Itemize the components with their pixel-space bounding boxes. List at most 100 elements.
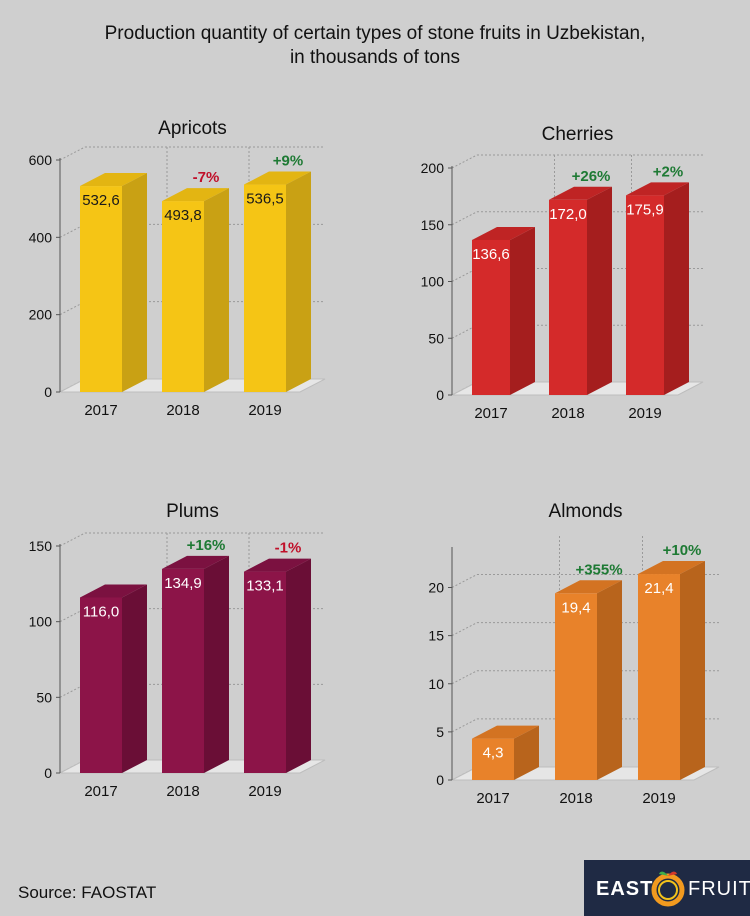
data-label: 493,8 (164, 207, 202, 224)
y-tick-label: 0 (44, 765, 52, 781)
bar-front (244, 184, 286, 392)
bar-front (472, 239, 510, 395)
bar-top (80, 584, 147, 598)
data-label: 172,0 (549, 206, 587, 223)
bar-side (597, 580, 622, 780)
bar (80, 584, 147, 773)
change-label: +9% (273, 153, 303, 170)
bar-front (162, 201, 204, 392)
grid-diag (451, 154, 478, 169)
data-label: 134,9 (164, 575, 202, 592)
x-tick-label: 2017 (84, 783, 117, 800)
bar-top (244, 171, 311, 185)
title-line-2: in thousands of tons (289, 47, 461, 68)
data-label: 21,4 (644, 580, 673, 597)
bar-front (472, 738, 514, 780)
grid-diag (451, 718, 478, 733)
x-tick-label: 2017 (476, 790, 509, 807)
bar-top (555, 580, 622, 594)
y-tick-label: 0 (44, 384, 52, 400)
bar-side (122, 584, 147, 773)
data-label: 536,5 (246, 191, 284, 208)
bar-front (555, 593, 597, 780)
bar (549, 186, 612, 395)
bar-front (162, 568, 204, 773)
source-note: Source: FAOSTAT (18, 883, 157, 902)
y-tick-label: 0 (436, 387, 444, 403)
y-tick-label: 150 (29, 538, 53, 554)
y-tick-label: 150 (421, 217, 445, 233)
change-label: +355% (575, 561, 622, 578)
grid-diag (59, 301, 86, 316)
data-label: 136,6 (472, 246, 510, 263)
bar-top (244, 558, 311, 572)
grid-diag (59, 608, 86, 623)
logo-text-right: FRUIT (688, 878, 750, 900)
page-title: Production quantity of certain types of … (0, 22, 750, 70)
y-tick-label: 10 (428, 676, 444, 692)
change-label: +2% (653, 163, 683, 180)
east-fruit-logo: EAST FRUIT (584, 860, 750, 916)
chart-title: Apricots (158, 118, 227, 139)
y-tick-label: 200 (29, 307, 53, 323)
bar-side (510, 226, 535, 395)
grid-diag (451, 670, 478, 685)
bar-front (626, 195, 664, 395)
grid-diag (451, 211, 478, 226)
bar (80, 173, 147, 392)
bar-front (244, 571, 286, 773)
bar-front (549, 199, 587, 395)
bar-top (472, 226, 535, 240)
x-tick-label: 2018 (166, 783, 199, 800)
data-label: 175,9 (626, 201, 664, 218)
x-tick-label: 2019 (248, 402, 281, 419)
x-tick-label: 2019 (642, 790, 675, 807)
grid-diag (451, 622, 478, 637)
chart-1: Cherries 0 50 100 150 200 136,6 2017 172,0 +26% 20… (421, 124, 704, 422)
y-tick-label: 5 (436, 724, 444, 740)
y-tick-label: 15 (428, 628, 444, 644)
change-label: +16% (187, 537, 226, 554)
grid-diag (451, 268, 478, 282)
bar (626, 182, 689, 395)
change-label: -1% (275, 540, 302, 557)
bar-front (80, 597, 122, 773)
x-tick-label: 2018 (551, 405, 584, 422)
bar-front (80, 186, 122, 392)
bar (555, 580, 622, 780)
bar-side (680, 561, 705, 780)
grid-diag (59, 683, 86, 698)
bar-side (286, 558, 311, 773)
bar (244, 558, 311, 773)
grid-diag (59, 223, 86, 238)
data-label: 116,0 (83, 603, 119, 620)
bar (638, 561, 705, 780)
grid-diag (451, 574, 478, 588)
x-tick-label: 2018 (166, 402, 199, 419)
chart-2: Plums 0 50 100 150 116,0 2017 134,9 +16% 2018 133,… (29, 501, 326, 800)
data-label: 133,1 (246, 578, 284, 595)
bar-side (122, 173, 147, 392)
y-tick-label: 600 (29, 152, 53, 168)
bar-top (162, 188, 229, 202)
bar-side (204, 555, 229, 773)
bar (162, 188, 229, 392)
change-label: +26% (572, 168, 611, 185)
bar-top (549, 186, 612, 200)
bar-side (286, 171, 311, 392)
x-tick-label: 2019 (628, 405, 661, 422)
grid-diag (59, 532, 86, 547)
chart-title: Cherries (542, 124, 614, 145)
bar-top (626, 182, 689, 196)
data-label: 19,4 (561, 599, 590, 616)
change-label: -7% (193, 169, 220, 186)
grid-diag (451, 324, 478, 339)
chart-title: Plums (166, 501, 219, 522)
y-tick-label: 50 (428, 330, 444, 346)
bar-side (587, 186, 612, 395)
x-tick-label: 2017 (84, 402, 117, 419)
chart-title: Almonds (549, 501, 623, 522)
x-tick-label: 2017 (474, 405, 507, 422)
bar-side (204, 188, 229, 392)
